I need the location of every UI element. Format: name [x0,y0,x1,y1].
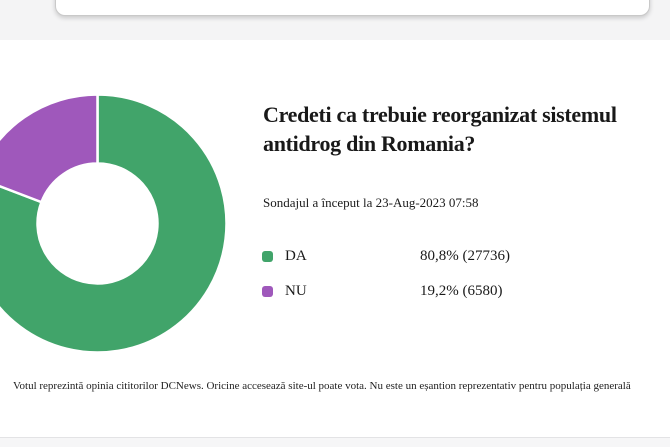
bottom-background-band [0,437,670,447]
poll-legend: DA 80,8% (27736) NU 19,2% (6580) [262,246,562,316]
poll-question-title-line2: antidrog din Romania? [263,131,476,156]
legend-value-da: 80,8% (27736) [420,247,510,264]
poll-question-title: Credeti ca trebuie reorganizat sistemul … [263,100,670,164]
legend-row-nu[interactable]: NU 19,2% (6580) [262,281,562,301]
legend-label-da: DA [285,247,307,264]
top-background-band [0,0,670,40]
legend-label-nu: NU [285,282,307,299]
legend-swatch-nu [262,285,273,297]
legend-value-nu: 19,2% (6580) [420,282,503,299]
legend-row-da[interactable]: DA 80,8% (27736) [262,246,562,266]
legend-swatch-da [262,250,273,262]
poll-disclaimer: Votul reprezintă opinia cititorilor DCNe… [13,380,631,392]
poll-question-title-line1: Credeti ca trebuie reorganizat sistemul [263,102,617,127]
poll-start-date: Sondajul a început la 23-Aug-2023 07:58 [263,195,479,210]
browser-input-bar-fragment[interactable] [55,0,650,16]
donut-slice-da[interactable] [0,93,228,354]
poll-donut-chart [0,93,228,354]
donut-slice-nu[interactable] [0,93,99,204]
